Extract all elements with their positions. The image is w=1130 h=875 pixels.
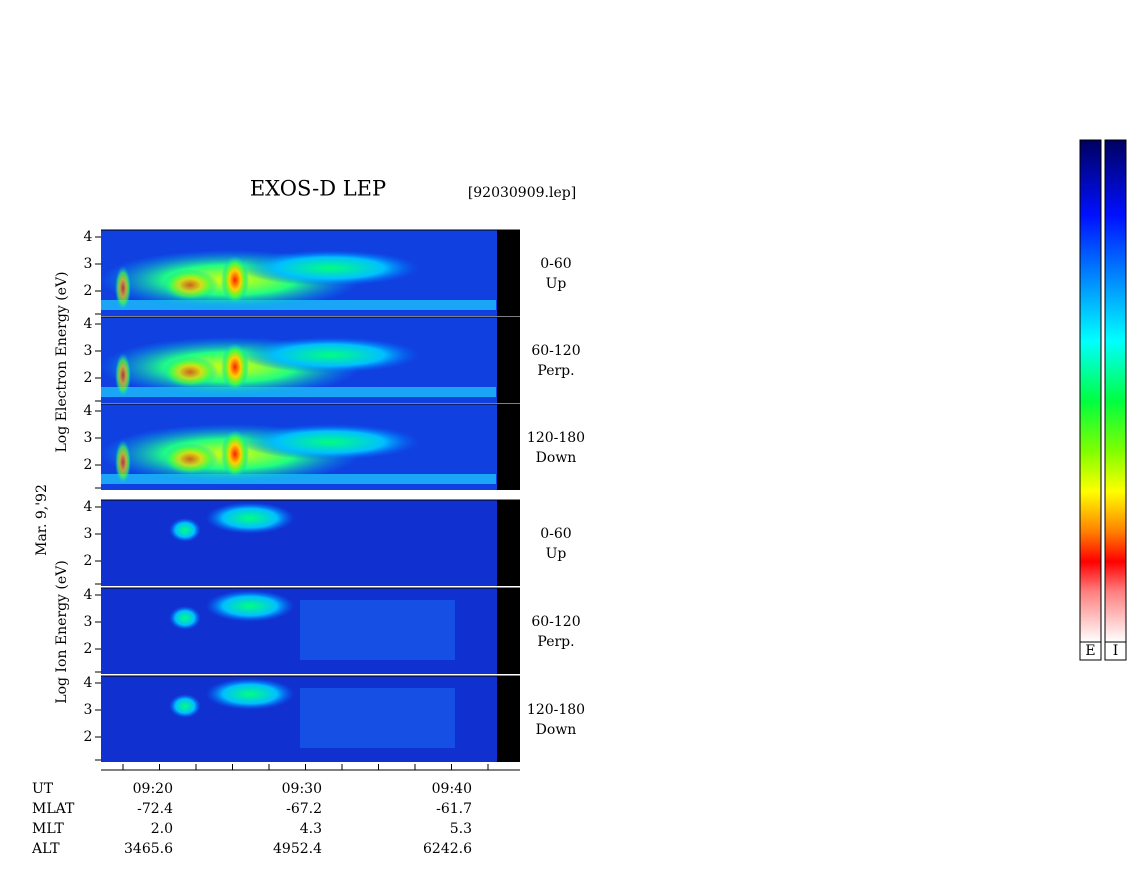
y-tick-label: 3 (84, 343, 93, 359)
date-label: Mar. 9,'92 (34, 484, 50, 556)
footer-key: UT (32, 781, 54, 797)
feature (162, 443, 218, 475)
footer-value: -72.4 (137, 801, 173, 817)
y-tick-label: 3 (84, 430, 93, 446)
direction-label: Up (546, 546, 567, 562)
y-tick-label: 4 (84, 316, 93, 332)
time-axis (101, 764, 520, 771)
direction-label: Perp. (537, 363, 574, 379)
feature (169, 606, 201, 630)
footer-value: 3465.6 (124, 841, 173, 857)
y-tick-label: 4 (84, 675, 93, 691)
feature (221, 343, 249, 391)
feature (205, 590, 295, 622)
angle-label: 120-180 (527, 702, 585, 718)
title: EXOS-D LEP (250, 177, 386, 201)
no-data (497, 588, 520, 674)
colorbar-label: I (1113, 643, 1119, 659)
y-tick-label: 4 (84, 229, 93, 245)
angle-label: 60-120 (531, 614, 580, 630)
direction-label: Down (536, 450, 577, 466)
y-tick-label: 2 (84, 729, 93, 745)
y-tick-label: 4 (84, 403, 93, 419)
footer-value: 2.0 (151, 821, 173, 837)
feature (240, 250, 420, 286)
footer-value: 5.3 (450, 821, 472, 837)
footer-value: 4.3 (300, 821, 322, 837)
angle-label: 120-180 (527, 430, 585, 446)
y-tick-label: 3 (84, 702, 93, 718)
feature (205, 502, 295, 534)
panel-background (101, 500, 497, 586)
y-tick-label: 3 (84, 526, 93, 542)
feature (115, 353, 131, 397)
electron-ylabel: Log Electron Energy (eV) (54, 271, 70, 452)
colorbar-label: E (1085, 643, 1095, 659)
footer-key: MLAT (32, 801, 75, 817)
feature (115, 440, 131, 484)
footer-value: -61.7 (436, 801, 472, 817)
band (300, 688, 455, 748)
colorbar (1079, 139, 1102, 643)
y-tick-label: 2 (84, 283, 93, 299)
footer-value: 09:30 (282, 781, 322, 797)
y-tick-label: 2 (84, 457, 93, 473)
colorbar-label-box (1104, 641, 1127, 661)
band (300, 600, 455, 660)
angle-label: 0-60 (540, 256, 571, 272)
feature (169, 694, 201, 718)
y-tick-label: 4 (84, 587, 93, 603)
feature (221, 256, 249, 304)
feature (240, 424, 420, 460)
direction-label: Down (536, 722, 577, 738)
y-tick-label: 2 (84, 553, 93, 569)
feature (162, 269, 218, 301)
spectrograms: 4 3 2 0-60 Up 4 3 2 60-120 Perp. 4 3 2 120-180 Down 4 3 2… (84, 229, 585, 762)
feature (115, 266, 131, 310)
footer-value: -67.2 (286, 801, 322, 817)
feature (205, 678, 295, 710)
no-data (497, 230, 520, 316)
footer-table: UT 09:20 09:30 09:40 MLAT -72.4 -67.2 -61.7 MLT 2… (31, 781, 472, 857)
panel-background (101, 676, 497, 762)
direction-label: Perp. (537, 634, 574, 650)
y-tick-label: 2 (84, 370, 93, 386)
y-tick-label: 4 (84, 499, 93, 515)
no-data (497, 676, 520, 762)
no-data (497, 404, 520, 490)
footer-key: ALT (31, 841, 60, 857)
ion-ylabel: Log Ion Energy (eV) (54, 560, 70, 703)
no-data (497, 500, 520, 586)
direction-label: Up (546, 276, 567, 292)
colorbar (1104, 139, 1127, 643)
y-tick-label: 3 (84, 614, 93, 630)
angle-label: 0-60 (540, 526, 571, 542)
feature (169, 518, 201, 542)
y-tick-label: 2 (84, 641, 93, 657)
footer-key: MLT (32, 821, 64, 837)
angle-label: 60-120 (531, 343, 580, 359)
no-data (497, 317, 520, 403)
y-tick-label: 3 (84, 256, 93, 272)
footer-value: 09:20 (133, 781, 173, 797)
panel-background (101, 588, 497, 674)
footer-value: 09:40 (432, 781, 472, 797)
file-name: [92030909.lep] (468, 185, 576, 201)
feature (240, 337, 420, 373)
footer-value: 6242.6 (423, 841, 472, 857)
feature (221, 430, 249, 478)
colorbar-label-box (1079, 641, 1102, 661)
footer-value: 4952.4 (273, 841, 322, 857)
feature (162, 356, 218, 388)
